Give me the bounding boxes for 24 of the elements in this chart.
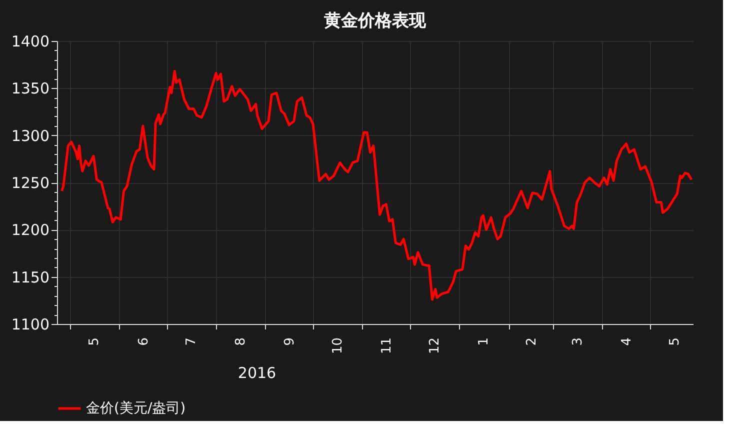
x-tick-label: 2 bbox=[524, 338, 540, 346]
x-tick-label: 12 bbox=[427, 338, 442, 354]
y-tick-label: 1150 bbox=[11, 268, 50, 286]
y-tick-label: 1350 bbox=[11, 80, 50, 98]
y-tick-label: 1250 bbox=[11, 174, 50, 192]
x-tick-label: 11 bbox=[380, 338, 395, 354]
x-tick-label: 5 bbox=[667, 338, 682, 346]
x-tick-label: 1 bbox=[476, 338, 492, 346]
line-series bbox=[60, 70, 693, 301]
x-tick-label: 7 bbox=[184, 338, 200, 346]
y-tick-label: 1200 bbox=[11, 221, 50, 240]
x-tick-label: 3 bbox=[570, 338, 586, 346]
x-tick-label: 10 bbox=[330, 338, 346, 354]
x-tick-label: 6 bbox=[136, 338, 152, 346]
x-tick-label: 8 bbox=[233, 338, 248, 346]
y-tick-label: 1300 bbox=[11, 126, 50, 145]
y-tick-label: 1400 bbox=[11, 32, 50, 50]
text: 2016 bbox=[238, 364, 276, 382]
chart-title: 黄金价格表现 bbox=[323, 11, 427, 31]
x-tick-label: 9 bbox=[282, 338, 298, 346]
x-tick-label: 4 bbox=[620, 338, 635, 346]
legend-label: 金价(美元/盎司) bbox=[86, 400, 186, 416]
x-tick-label: 5 bbox=[87, 338, 102, 346]
y-tick-label: 1100 bbox=[11, 316, 50, 334]
